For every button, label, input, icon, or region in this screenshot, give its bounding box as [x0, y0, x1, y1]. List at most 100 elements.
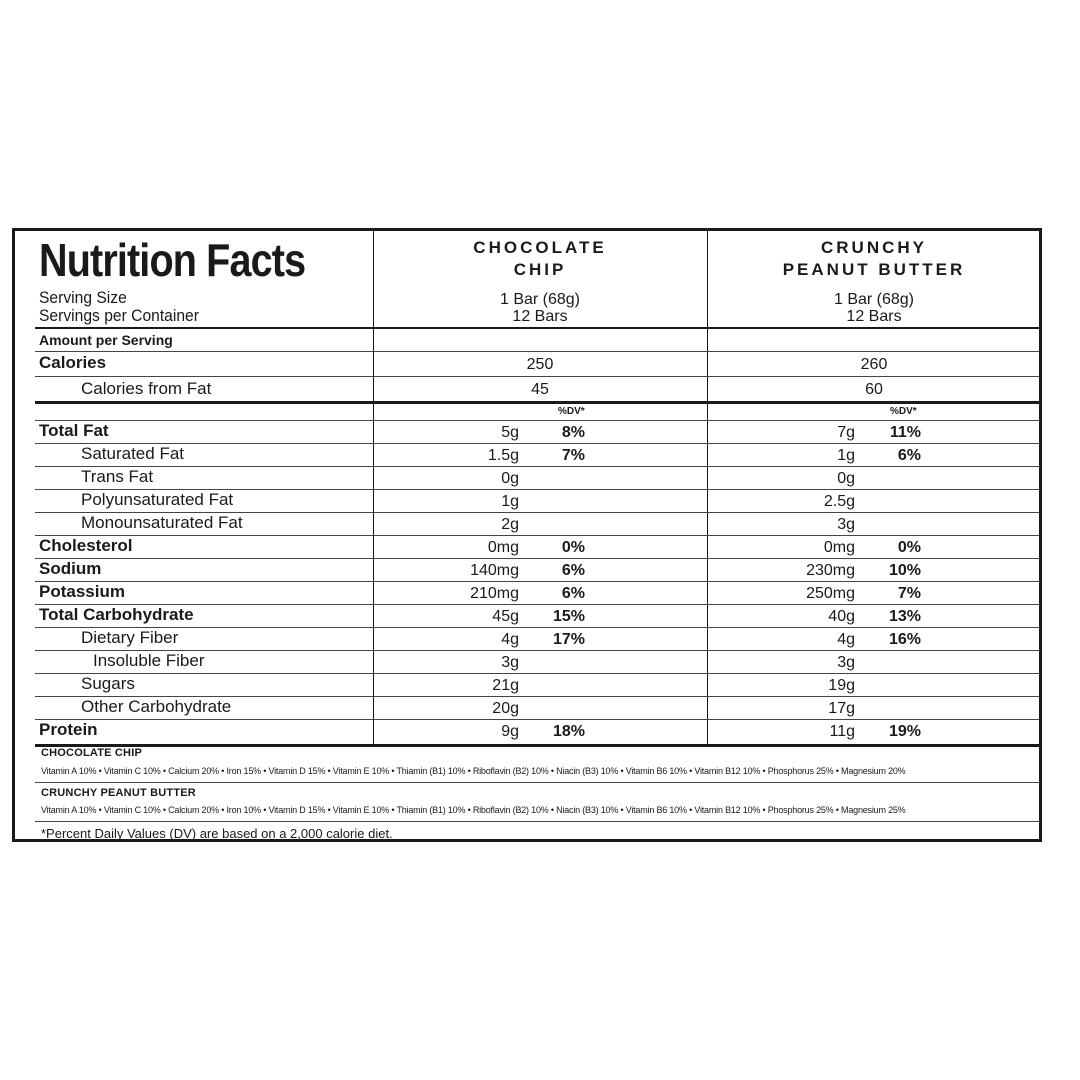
row-divider: [35, 535, 1039, 536]
row-divider: [35, 512, 1039, 513]
nutrient-amount-chocolate-chip: 21g: [492, 677, 519, 694]
nutrient-dv-chocolate-chip: 15%: [552, 608, 585, 625]
nutrient-amount-chocolate-chip: 3g: [501, 654, 519, 671]
nutrient-label: Cholesterol: [39, 536, 133, 555]
nutrient-amount-crunchy-peanut-butter: 3g: [837, 516, 855, 533]
nutrient-dv-chocolate-chip: 0%: [561, 539, 585, 556]
nutrient-dv-crunchy-peanut-butter: 13%: [888, 608, 921, 625]
column-header-crunchy-peanut-butter: CRUNCHY PEANUT BUTTER: [707, 237, 1041, 281]
row-divider: [35, 489, 1039, 490]
row-divider: [35, 719, 1039, 720]
row-divider: [35, 466, 1039, 467]
nutrient-label: Potassium: [39, 582, 125, 601]
nutrient-amount-crunchy-peanut-butter: 19g: [828, 677, 855, 694]
serving-size-label: Serving Size: [39, 288, 127, 307]
divider: [35, 376, 1039, 377]
divider: [35, 420, 1039, 421]
calories-value: 260: [860, 356, 888, 373]
column-header-line: PEANUT BUTTER: [782, 260, 966, 279]
nutrient-label: Trans Fat: [81, 467, 154, 486]
column-divider-1: [373, 231, 374, 745]
row-divider: [35, 696, 1039, 697]
nutrient-label: Other Carbohydrate: [81, 697, 232, 716]
serving-size-value: 1 Bar (68g): [833, 291, 915, 308]
nutrient-dv-crunchy-peanut-butter: 6%: [897, 447, 921, 464]
nutrient-dv-chocolate-chip: 17%: [552, 631, 585, 648]
calories-label: Calories: [39, 353, 107, 372]
vitamins-line-chocolate-chip: Vitamin A 10% • Vitamin C 10% • Calcium …: [41, 766, 906, 776]
nutrient-dv-crunchy-peanut-butter: 0%: [897, 539, 921, 556]
divider: [35, 782, 1039, 783]
nutrient-amount-chocolate-chip: 45g: [492, 608, 519, 625]
row-divider: [35, 627, 1039, 628]
nutrient-label: Sodium: [39, 559, 102, 578]
nutrient-amount-chocolate-chip: 1.5g: [487, 447, 519, 464]
nutrient-amount-crunchy-peanut-butter: 0mg: [823, 539, 855, 556]
servings-value: 12 Bars: [846, 308, 902, 325]
nutrient-amount-chocolate-chip: 0mg: [487, 539, 519, 556]
nutrient-dv-crunchy-peanut-butter: 16%: [888, 631, 921, 648]
nutrient-dv-chocolate-chip: 7%: [561, 447, 585, 464]
nutrient-amount-crunchy-peanut-butter: 230mg: [806, 562, 855, 579]
column-header-line: CHIP: [513, 260, 567, 279]
calories-from-fat-value: 45: [531, 381, 549, 398]
servings-per-container-label: Servings per Container: [39, 306, 199, 325]
nutrient-amount-crunchy-peanut-butter: 17g: [828, 700, 855, 717]
nutrition-facts-panel: Nutrition Facts CHOCOLATE CHIP CRUNCHY P…: [12, 228, 1042, 842]
servings-value: 12 Bars: [512, 308, 568, 325]
nutrient-label: Polyunsaturated Fat: [81, 490, 234, 509]
nutrient-amount-chocolate-chip: 1g: [501, 493, 519, 510]
nutrient-amount-crunchy-peanut-butter: 4g: [837, 631, 855, 648]
nutrient-dv-chocolate-chip: 6%: [561, 585, 585, 602]
nutrient-dv-chocolate-chip: 8%: [561, 424, 585, 441]
divider: [35, 401, 1039, 404]
nutrient-amount-crunchy-peanut-butter: 250mg: [806, 585, 855, 602]
column-header-chocolate-chip: CHOCOLATE CHIP: [373, 237, 707, 281]
nutrient-amount-crunchy-peanut-butter: 1g: [837, 447, 855, 464]
row-divider: [35, 443, 1039, 444]
nutrient-amount-chocolate-chip: 2g: [501, 516, 519, 533]
nutrient-amount-chocolate-chip: 20g: [492, 700, 519, 717]
row-divider: [35, 581, 1039, 582]
nutrient-amount-chocolate-chip: 140mg: [470, 562, 519, 579]
calories-from-fat-value: 60: [865, 381, 883, 398]
nutrient-label: Saturated Fat: [81, 444, 185, 463]
nutrient-amount-chocolate-chip: 0g: [501, 470, 519, 487]
nutrient-amount-chocolate-chip: 5g: [501, 424, 519, 441]
row-divider: [35, 673, 1039, 674]
nutrient-amount-chocolate-chip: 9g: [501, 723, 519, 740]
nutrient-amount-crunchy-peanut-butter: 3g: [837, 654, 855, 671]
amount-per-serving-label: Amount per Serving: [39, 332, 173, 348]
nutrient-label: Total Carbohydrate: [39, 605, 194, 624]
page-title: Nutrition Facts: [39, 234, 306, 286]
calories-value: 250: [526, 356, 554, 373]
nutrient-amount-crunchy-peanut-butter: 11g: [829, 723, 855, 740]
column-header-line: CHOCOLATE: [473, 238, 607, 257]
nutrient-dv-chocolate-chip: 6%: [561, 562, 585, 579]
calories-from-fat-label: Calories from Fat: [81, 379, 212, 398]
nutrient-dv-chocolate-chip: 18%: [552, 723, 585, 740]
column-header-line: CRUNCHY: [821, 238, 927, 257]
vitamins-label-chocolate-chip: CHOCOLATE CHIP: [41, 747, 142, 759]
nutrient-amount-crunchy-peanut-butter: 0g: [837, 470, 855, 487]
nutrient-dv-crunchy-peanut-butter: 11%: [889, 424, 921, 441]
nutrient-label: Sugars: [81, 674, 135, 693]
divider: [35, 327, 1039, 329]
nutrient-label: Total Fat: [39, 421, 109, 440]
row-divider: [35, 604, 1039, 605]
nutrient-amount-crunchy-peanut-butter: 7g: [837, 424, 855, 441]
dv-header: %DV*: [558, 406, 585, 417]
footnote: *Percent Daily Values (DV) are based on …: [41, 826, 393, 841]
nutrient-amount-chocolate-chip: 210mg: [470, 585, 519, 602]
divider: [35, 351, 1039, 352]
nutrient-dv-crunchy-peanut-butter: 7%: [897, 585, 921, 602]
row-divider: [35, 650, 1039, 651]
nutrient-amount-chocolate-chip: 4g: [501, 631, 519, 648]
nutrient-label: Monounsaturated Fat: [81, 513, 243, 532]
dv-header: %DV*: [890, 406, 917, 417]
nutrient-dv-crunchy-peanut-butter: 19%: [888, 723, 921, 740]
serving-size-value: 1 Bar (68g): [499, 291, 581, 308]
nutrient-label: Dietary Fiber: [81, 628, 179, 647]
column-divider-2: [707, 231, 708, 745]
vitamins-line-crunchy-peanut-butter: Vitamin A 10% • Vitamin C 10% • Calcium …: [41, 805, 906, 815]
